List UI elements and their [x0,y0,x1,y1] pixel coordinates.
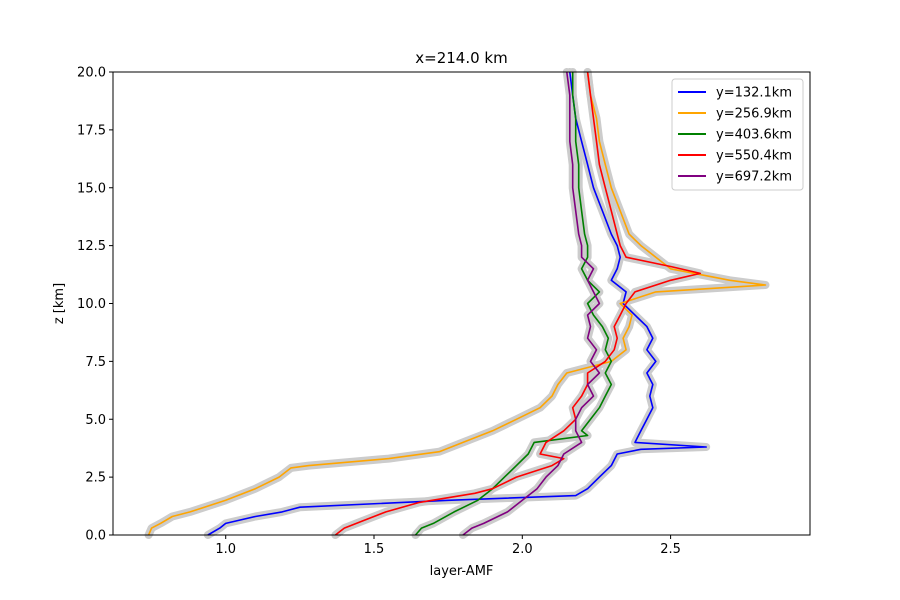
legend-entry: y=132.1km [716,86,792,101]
x-axis: 1.0 1.5 2.0 2.5 [215,535,681,557]
legend: y=132.1km y=256.9km y=403.6km y=550.4km y=69… [671,78,804,191]
series-line-1 [207,71,708,536]
x-axis-label: layer-AMF [430,564,494,579]
y-tick-label: 7.5 [85,355,106,370]
legend-entry: y=550.4km [716,149,792,164]
y-tick-label: 20.0 [77,66,106,81]
chart-title: x=214.0 km [415,49,507,67]
y-tick-label: 0.0 [85,529,106,544]
y-tick-label: 15.0 [77,181,106,196]
series-line-3 [414,72,613,536]
x-tick-label: 2.5 [660,542,681,557]
series-line-4 [334,71,702,536]
y-axis: 0.0 2.5 5.0 7.5 10.0 12.5 15.0 17.5 20.0 [77,66,113,544]
y-tick-label: 5.0 [85,413,106,428]
y-axis-label: z [km] [52,283,67,324]
y-tick-label: 10.0 [77,297,106,312]
legend-entry: y=256.9km [716,107,792,122]
x-tick-label: 1.0 [215,542,236,557]
legend-entry: y=697.2km [716,170,792,185]
series-line-5 [462,71,601,536]
y-tick-label: 17.5 [77,123,106,138]
series-lines [147,71,767,536]
legend-entry: y=403.6km [716,128,792,143]
x-tick-label: 2.0 [512,542,533,557]
y-tick-label: 2.5 [85,471,106,486]
legend-box [671,78,804,191]
y-tick-label: 12.5 [77,239,106,254]
x-tick-label: 1.5 [364,542,385,557]
